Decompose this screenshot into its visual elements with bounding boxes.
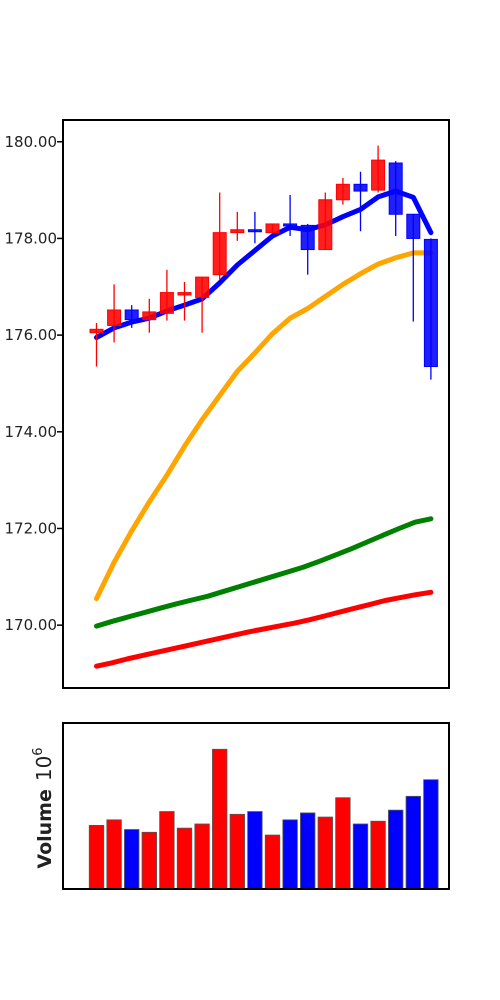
- volume-bar: [159, 811, 175, 890]
- price-panel-frame: [62, 119, 450, 689]
- volume-bar: [282, 819, 298, 890]
- volume-bar: [317, 816, 333, 890]
- volume-axis-label-text: Volume: [34, 789, 56, 868]
- candlestick: [423, 238, 438, 380]
- candle-body: [89, 328, 104, 334]
- candlestick: [89, 323, 104, 367]
- candlestick: [195, 276, 210, 333]
- candle-body: [388, 162, 403, 215]
- volume-bar: [335, 797, 351, 890]
- candle-body: [142, 311, 157, 321]
- candle-body: [265, 223, 280, 234]
- volume-bar: [124, 829, 140, 890]
- volume-bar: [405, 795, 421, 890]
- candlestick: [318, 192, 333, 251]
- moving-average-line-2: [94, 250, 434, 602]
- volume-bar: [176, 827, 193, 890]
- candlestick: [124, 305, 139, 328]
- price-tick-label: 172.00: [5, 519, 58, 537]
- candle-body: [195, 276, 210, 298]
- candle-body: [212, 232, 227, 276]
- candle-body: [159, 292, 174, 314]
- moving-average-line-4: [94, 589, 434, 669]
- candlestick: [142, 298, 157, 333]
- candlestick: [247, 211, 262, 244]
- volume-bar: [88, 824, 105, 890]
- candle-body: [318, 199, 333, 251]
- volume-bar: [212, 748, 228, 890]
- candlestick: [212, 192, 227, 280]
- volume-axis-label-base: 10: [32, 756, 56, 781]
- candlestick: [107, 284, 122, 343]
- candlesticks: [89, 145, 438, 380]
- volume-panel-frame: [62, 722, 450, 890]
- candlestick: [335, 178, 350, 205]
- moving-average-line-3: [94, 516, 434, 629]
- volume-bars: [88, 748, 439, 890]
- candle-body: [283, 223, 298, 227]
- volume-axis-label: Volume 106: [31, 747, 56, 868]
- candle-body: [335, 183, 350, 201]
- candle-body: [177, 292, 192, 296]
- candlestick: [283, 194, 298, 237]
- volume-bar: [423, 779, 439, 890]
- candle-body: [247, 229, 262, 233]
- volume-bar: [247, 811, 263, 890]
- candlestick: [388, 161, 403, 237]
- volume-bar: [141, 831, 157, 890]
- candlestick: [371, 145, 386, 193]
- volume-bar: [300, 812, 316, 890]
- candle-body: [124, 309, 139, 321]
- candlestick: [159, 269, 174, 321]
- volume-bar: [264, 834, 281, 890]
- price-tick-label: 170.00: [5, 616, 58, 634]
- volume-bar: [194, 823, 210, 890]
- volume-bar: [229, 813, 245, 890]
- candlestick: [265, 223, 280, 234]
- volume-bar: [106, 819, 122, 890]
- price-tick-label: 178.00: [5, 229, 58, 247]
- candle-body: [423, 238, 438, 368]
- volume-panel: Volume 106: [31, 722, 450, 890]
- price-axis-ticks: 170.00 172.00 174.00 176.00 178.00 180.00: [5, 133, 63, 634]
- candlestick: [353, 171, 368, 232]
- candlestick: [230, 211, 245, 241]
- price-tick-label: 176.00: [5, 326, 58, 344]
- candle-body: [371, 159, 386, 191]
- candlestick: [406, 213, 421, 322]
- candlestick: [300, 223, 315, 275]
- candlestick: [177, 281, 192, 321]
- candle-body: [230, 229, 245, 234]
- candle-body: [353, 183, 368, 192]
- candle-body: [406, 213, 421, 239]
- price-tick-label: 174.00: [5, 423, 58, 441]
- price-tick-label: 180.00: [5, 133, 58, 151]
- price-panel: 170.00 172.00 174.00 176.00 178.00 180.00: [5, 119, 450, 689]
- candle-body: [300, 224, 315, 251]
- volume-bar: [388, 809, 404, 890]
- volume-axis-label-power: 6: [31, 747, 46, 755]
- volume-bar: [370, 820, 386, 890]
- moving-average-lines: [94, 188, 434, 669]
- candle-body: [107, 309, 122, 326]
- volume-bar: [352, 823, 369, 890]
